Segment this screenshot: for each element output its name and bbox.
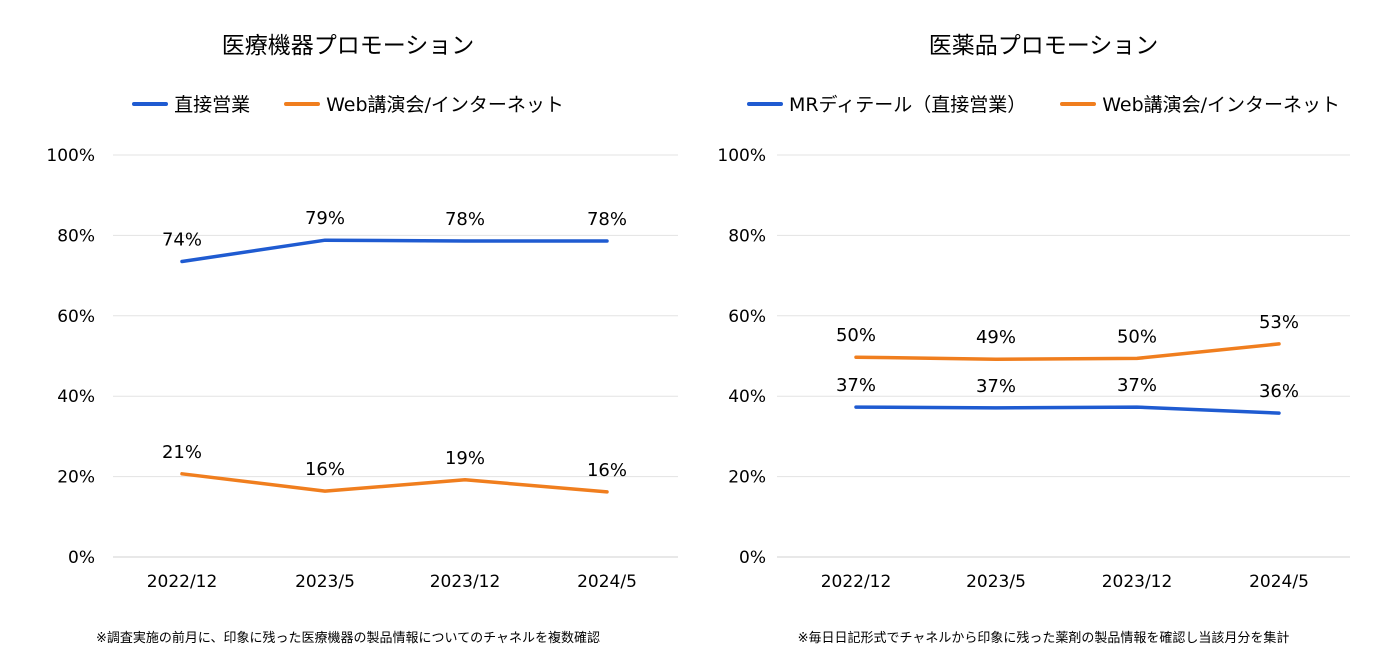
plot-area: 100% 80% 60% 40% 20% 0% 2022/12 2023/5 2023/12 20…: [717, 146, 1350, 592]
footnote: ※調査実施の前月に、印象に残った医療機器の製品情報についてのチャネルを複数確認: [96, 631, 600, 646]
legend-label: Web講演会/インターネット: [326, 94, 564, 116]
data-label: 16%: [305, 459, 345, 480]
series-line: [180, 238, 609, 264]
series-line: [854, 342, 1281, 361]
x-tick-label: 2024/5: [577, 572, 637, 592]
data-label: 19%: [445, 448, 485, 469]
legend-label: Web講演会/インターネット: [1102, 94, 1341, 116]
data-label: 78%: [587, 209, 627, 230]
data-label: 36%: [1259, 381, 1299, 402]
legend-label: 直接営業: [174, 94, 251, 116]
y-tick-label: 80%: [728, 226, 766, 246]
chart-title: 医療機器プロモーション: [221, 33, 475, 59]
legend-item-direct-sales: 直接営業: [132, 90, 250, 117]
right-chart-panel: 医薬品プロモーション MRディテール（直接営業） Web講演会/インターネット …: [696, 0, 1391, 671]
y-tick-label: 40%: [728, 387, 766, 407]
chart-legend: MRディテール（直接営業） Web講演会/インターネット: [696, 90, 1391, 117]
y-tick-label: 0%: [68, 548, 95, 568]
legend-item-web: Web講演会/インターネット: [284, 90, 564, 117]
data-label: 21%: [162, 442, 202, 463]
y-tick-label: 60%: [728, 307, 766, 327]
y-tick-label: 20%: [728, 468, 766, 488]
legend-swatch: [284, 101, 321, 106]
series-line: [854, 405, 1281, 415]
legend-swatch: [1060, 101, 1097, 106]
data-label: 79%: [305, 208, 345, 229]
data-label: 37%: [836, 375, 876, 396]
x-tick-label: 2022/12: [147, 572, 218, 592]
data-label: 74%: [162, 230, 202, 251]
legend-swatch: [746, 101, 783, 106]
data-label: 50%: [1117, 326, 1157, 347]
data-label: 37%: [976, 376, 1016, 397]
x-tick-label: 2023/5: [295, 572, 355, 592]
y-tick-label: 100%: [46, 146, 95, 166]
x-tick-label: 2023/12: [430, 572, 501, 592]
y-tick-label: 20%: [57, 468, 95, 488]
y-tick-label: 0%: [739, 548, 766, 568]
data-label: 37%: [1117, 375, 1157, 396]
series-line: [180, 472, 609, 494]
left-chart-panel: 医療機器プロモーション 直接営業 Web講演会/インターネット 100% 80% 6…: [0, 33, 696, 646]
x-tick-label: 2023/5: [966, 572, 1026, 592]
data-label: 16%: [587, 460, 627, 481]
x-tick-label: 2023/12: [1102, 572, 1173, 592]
y-tick-label: 100%: [717, 146, 766, 166]
plot-area: 100% 80% 60% 40% 20% 0% 2022/12 2023/5 2023/12 20…: [46, 146, 678, 592]
footnote: ※毎日日記形式でチャネルから印象に残った薬剤の製品情報を確認し当該月分を集計: [797, 631, 1290, 646]
legend-label: MRディテール（直接営業）: [788, 94, 1027, 116]
data-label: 49%: [976, 327, 1016, 348]
data-label: 50%: [836, 325, 876, 346]
chart-legend: 直接営業 Web講演会/インターネット: [0, 90, 696, 117]
legend-item-web: Web講演会/インターネット: [1060, 90, 1340, 117]
y-tick-label: 60%: [57, 307, 95, 327]
legend-swatch: [132, 101, 169, 106]
data-label: 78%: [445, 209, 485, 230]
legend-item-mr-detail: MRディテール（直接営業）: [746, 90, 1027, 117]
x-tick-label: 2024/5: [1249, 572, 1309, 592]
y-tick-label: 80%: [57, 226, 95, 246]
x-tick-label: 2022/12: [821, 572, 892, 592]
data-label: 53%: [1259, 312, 1299, 333]
y-tick-label: 40%: [57, 387, 95, 407]
chart-title: 医薬品プロモーション: [928, 33, 1159, 59]
